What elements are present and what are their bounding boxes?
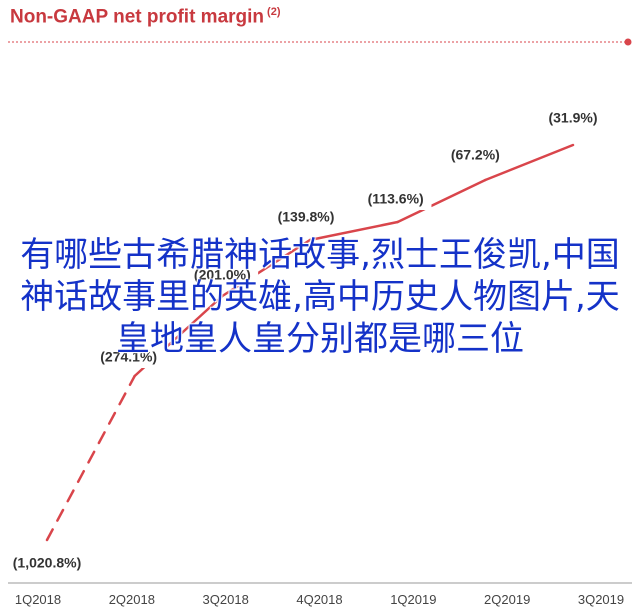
- data-label: (67.2%): [451, 147, 500, 163]
- data-label-bg: [3, 554, 91, 574]
- data-label-group: (1,020.8%): [3, 554, 91, 574]
- data-label-bg: [92, 348, 165, 368]
- series-segment: [45, 374, 136, 542]
- data-label: (1,020.8%): [13, 555, 81, 571]
- data-label: (139.8%): [278, 209, 335, 225]
- data-label: (274.1%): [100, 349, 157, 365]
- data-label-bg: [359, 190, 432, 210]
- series-segment: [221, 238, 312, 298]
- x-tick-label: 4Q2018: [296, 592, 342, 607]
- chart-title: Non-GAAP net profit margin (2): [10, 6, 281, 28]
- x-tick-label: 1Q2018: [15, 592, 61, 607]
- data-label-bg: [186, 266, 259, 286]
- data-label-group: (201.0%): [186, 266, 259, 286]
- data-label-group: (113.6%): [359, 190, 432, 210]
- overlay-caption: 有哪些古希腊神话故事,烈士王俊凯,中国神话故事里的英雄,高中历史人物图片,天皇地…: [20, 235, 620, 359]
- x-tick-label: 3Q2018: [203, 592, 249, 607]
- data-label-bg: [541, 109, 605, 129]
- x-tick-label: 1Q2019: [390, 592, 436, 607]
- title-rule-end-dot: [624, 38, 632, 46]
- title-footnote: (2): [267, 6, 281, 18]
- data-label-group: (67.2%): [443, 146, 508, 166]
- x-axis-ticks: 1Q2018 2Q2018 3Q2018 4Q2018 1Q2019 2Q2019 3Q20…: [15, 592, 624, 607]
- data-label-group: (31.9%): [541, 109, 605, 129]
- x-tick-label: 2Q2019: [484, 592, 530, 607]
- data-label: (113.6%): [368, 191, 424, 207]
- data-label-bg: [270, 208, 342, 228]
- series-lines: [45, 143, 575, 542]
- data-label: (201.0%): [194, 267, 251, 283]
- series-segment: [484, 143, 575, 182]
- series-segment: [396, 178, 487, 224]
- chart-title-text: Non-GAAP net profit margin: [10, 6, 265, 28]
- x-tick-label: 3Q2019: [578, 592, 624, 607]
- data-label-group: (139.8%): [270, 208, 342, 228]
- x-tick-label: 2Q2018: [109, 592, 155, 607]
- data-label: (31.9%): [548, 110, 597, 126]
- data-label-bg: [443, 146, 508, 166]
- data-label-group: (274.1%): [92, 348, 165, 368]
- data-labels: (1,020.8%) (274.1%) (201.0%) (139.8%) (113.6…: [3, 109, 605, 574]
- series-segment: [308, 220, 399, 242]
